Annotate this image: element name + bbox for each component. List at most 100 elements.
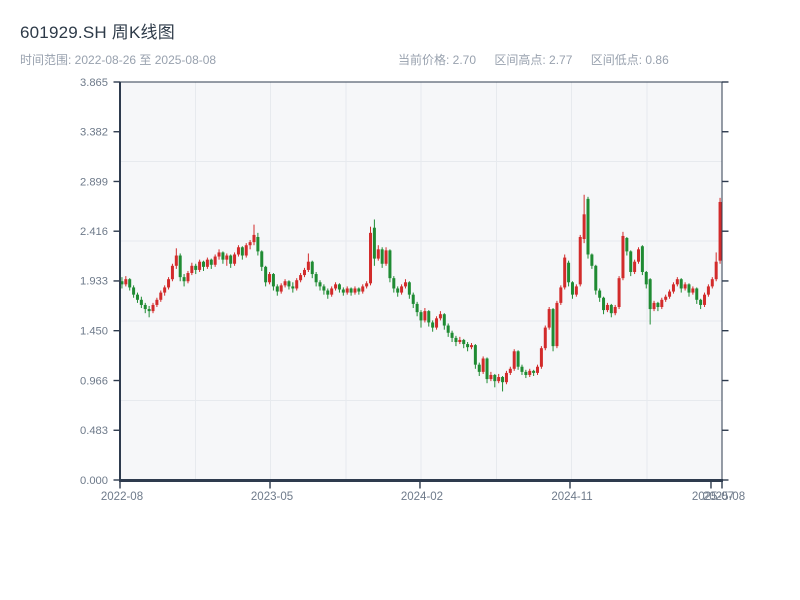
- candle-body: [644, 271, 648, 285]
- candle: [656, 301, 660, 312]
- candle: [345, 286, 349, 295]
- candle-body: [139, 299, 143, 305]
- candle: [128, 278, 132, 291]
- candle-body: [660, 299, 664, 308]
- candle-body: [516, 351, 520, 367]
- candle-body: [675, 279, 679, 285]
- candle-body: [396, 288, 400, 293]
- candle-body: [337, 284, 341, 290]
- candle: [271, 273, 275, 291]
- candle-body: [687, 284, 691, 293]
- current-price-stat: 当前价格: 2.70: [398, 53, 477, 67]
- candle-body: [302, 269, 306, 276]
- candle: [380, 247, 384, 268]
- candle: [124, 276, 128, 287]
- candle-body: [602, 297, 606, 311]
- candle-body: [536, 366, 540, 373]
- candle: [493, 373, 497, 388]
- candle-body: [570, 282, 574, 295]
- candle-body: [481, 358, 485, 372]
- candle: [178, 253, 182, 282]
- candle-body: [528, 370, 532, 375]
- candle: [147, 305, 151, 318]
- candle-body: [225, 255, 229, 260]
- candle: [477, 362, 481, 376]
- candle: [252, 224, 256, 246]
- candle-body: [671, 284, 675, 292]
- candle: [365, 281, 369, 289]
- candle: [299, 273, 303, 283]
- y-tick-label: 2.899: [80, 176, 108, 188]
- y-tick-label: 0.966: [80, 375, 108, 387]
- candle: [233, 252, 237, 266]
- x-tick-label: 2025-08: [703, 491, 745, 503]
- candle: [291, 282, 295, 293]
- candle: [695, 287, 699, 304]
- candle-body: [155, 299, 159, 305]
- x-tick-label: 2022-08: [101, 491, 143, 503]
- candle-body: [190, 265, 194, 274]
- candle: [660, 297, 664, 310]
- candle: [703, 292, 707, 308]
- candle-body: [182, 277, 186, 282]
- candle: [287, 280, 291, 290]
- candle-body: [128, 279, 132, 288]
- candle-body: [605, 304, 609, 311]
- candle-body: [264, 266, 268, 283]
- candle-body: [427, 311, 431, 323]
- candle-body: [640, 246, 644, 272]
- candle-body: [380, 249, 384, 264]
- candle-body: [524, 371, 528, 375]
- candle-body: [419, 312, 423, 321]
- candle-body: [477, 364, 481, 372]
- candle: [485, 357, 489, 384]
- candle: [450, 330, 454, 343]
- y-tick-label: 3.382: [80, 127, 108, 139]
- candle-body: [512, 351, 516, 369]
- candle: [240, 246, 244, 260]
- candle-body: [555, 302, 559, 347]
- candle-body: [236, 247, 240, 255]
- candle: [462, 338, 466, 349]
- candle: [376, 245, 380, 261]
- candle-body: [353, 288, 357, 293]
- x-tick-label: 2023-05: [251, 491, 293, 503]
- price-stats: 当前价格: 2.70 区间高点: 2.77 区间低点: 0.86: [398, 51, 684, 68]
- candle: [190, 262, 194, 276]
- candle: [636, 247, 640, 264]
- candle-body: [369, 232, 373, 284]
- candle: [256, 232, 260, 256]
- candle-body: [295, 280, 299, 289]
- y-tick-label: 1.933: [80, 276, 108, 288]
- candle: [139, 296, 143, 309]
- candle: [120, 277, 124, 289]
- candle: [244, 243, 248, 258]
- candle: [683, 282, 687, 291]
- candle-body: [291, 286, 295, 289]
- candle-body: [567, 262, 571, 283]
- candle-body: [703, 294, 707, 305]
- candle: [598, 288, 602, 302]
- candle: [357, 287, 361, 295]
- candle-body: [186, 273, 190, 282]
- candle-body: [248, 242, 252, 246]
- candle-body: [609, 304, 613, 314]
- candle-body: [283, 281, 287, 286]
- candle-body: [151, 304, 155, 312]
- candle-body: [718, 201, 722, 261]
- candle-body: [574, 286, 578, 295]
- candle: [326, 288, 330, 299]
- candle: [574, 284, 578, 297]
- candle: [629, 250, 633, 277]
- candle: [349, 287, 353, 296]
- candle-body: [648, 279, 652, 310]
- candle-body: [132, 287, 136, 295]
- candle: [392, 276, 396, 293]
- candle: [411, 292, 415, 309]
- candle-body: [163, 287, 167, 293]
- candle-body: [240, 247, 244, 256]
- candle: [217, 249, 221, 260]
- candle: [559, 285, 563, 305]
- y-tick-label: 3.865: [80, 77, 108, 89]
- candle: [334, 282, 338, 291]
